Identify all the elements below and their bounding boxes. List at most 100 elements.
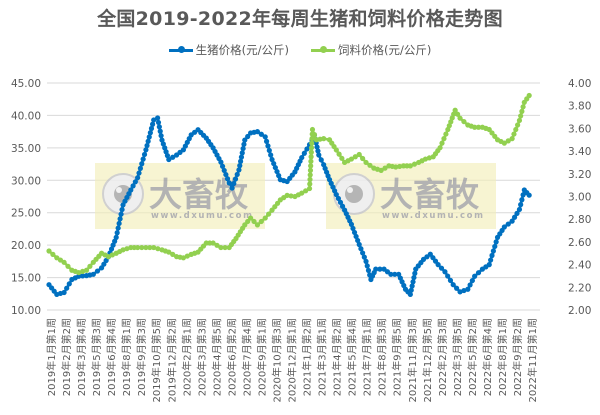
data-point: [355, 237, 361, 244]
data-point: [443, 131, 449, 137]
data-point: [519, 197, 525, 203]
data-point: [454, 111, 461, 117]
data-point: [441, 136, 447, 142]
data-point: [87, 263, 93, 269]
x-tick-label: 2022年9月第2周: [511, 318, 524, 396]
data-point: [307, 176, 313, 183]
x-tick-label: 2020年10月第3周: [270, 318, 283, 403]
data-point: [251, 218, 257, 225]
data-point: [83, 267, 90, 273]
data-point: [151, 117, 157, 123]
x-tick-label: 2020年4月第5周: [210, 318, 223, 396]
x-tick-label: 2022年8月第1周: [496, 318, 509, 396]
data-point: [382, 165, 388, 171]
data-point: [518, 113, 524, 119]
data-point: [336, 151, 342, 157]
data-point: [308, 145, 315, 151]
data-point: [135, 244, 141, 251]
data-point: [457, 115, 463, 121]
x-tick-label: 2019年2月第2周: [60, 318, 73, 396]
data-point: [155, 119, 162, 126]
x-tick-label: 2021年4月第2周: [331, 318, 344, 396]
chart-title: 全国2019-2022年每周生猪和饲料价格走势图: [97, 8, 503, 30]
legend-label: 生猪价格(元/公斤): [195, 43, 289, 57]
legend-item-feed-price[interactable]: 饲料价格(元/公斤): [311, 42, 431, 58]
data-point: [241, 141, 247, 147]
y2-tick-label: 2.00: [568, 305, 591, 317]
data-point: [308, 158, 314, 164]
data-point: [143, 147, 149, 153]
data-point: [454, 285, 460, 291]
data-point: [397, 163, 403, 170]
data-point: [94, 268, 101, 274]
data-point: [268, 152, 274, 158]
data-point: [501, 140, 507, 146]
data-point: [410, 279, 416, 285]
data-point: [108, 246, 115, 252]
legend-item-pig-price[interactable]: 生猪价格(元/公斤): [168, 42, 289, 58]
data-point: [509, 218, 515, 224]
data-point: [364, 263, 370, 269]
data-point: [119, 206, 125, 213]
data-point: [311, 132, 318, 138]
x-tick-label: 2021年8月第3周: [376, 318, 389, 396]
data-point: [237, 163, 243, 169]
data-point: [308, 149, 314, 155]
data-point: [262, 215, 268, 221]
data-point: [288, 193, 294, 199]
x-tick-label: 2021年11月第3周: [406, 318, 419, 403]
data-point: [113, 234, 119, 240]
data-point: [490, 248, 496, 254]
data-point: [314, 144, 320, 150]
data-point: [315, 148, 321, 154]
data-point: [218, 244, 224, 251]
data-point: [514, 210, 520, 216]
data-point: [465, 286, 471, 292]
data-point: [513, 126, 519, 133]
data-point: [515, 122, 521, 128]
data-point: [50, 251, 56, 257]
data-point: [155, 246, 161, 252]
data-point: [505, 138, 511, 144]
data-point: [242, 137, 248, 143]
data-point: [467, 282, 473, 288]
data-point: [516, 206, 523, 213]
data-point: [156, 124, 162, 130]
data-point: [166, 156, 172, 163]
x-tick-label: 2020年9月第1周: [255, 318, 268, 396]
y-tick-label: 25.00: [11, 208, 41, 220]
data-point: [363, 258, 369, 264]
data-point: [348, 156, 355, 162]
data-point: [411, 274, 417, 281]
data-point: [266, 211, 272, 217]
data-point: [516, 117, 523, 124]
data-point: [231, 180, 237, 187]
data-point: [437, 145, 443, 151]
legend: 生猪价格(元/公斤) 饲料价格(元/公斤): [0, 42, 600, 58]
x-tick-label: 2022年3月第5周: [451, 318, 464, 396]
y-tick-label: 30.00: [11, 175, 41, 187]
data-point: [184, 253, 190, 259]
data-point: [170, 251, 176, 257]
data-point: [333, 191, 339, 198]
data-point: [64, 285, 70, 291]
data-point: [367, 162, 373, 168]
data-point: [438, 265, 445, 271]
data-point: [145, 138, 151, 144]
x-tick-label: 2021年12月第5周: [421, 318, 434, 403]
data-point: [224, 176, 231, 182]
data-point: [170, 154, 176, 160]
data-point: [155, 115, 161, 121]
data-point: [356, 151, 362, 158]
data-point: [363, 159, 369, 166]
data-point: [393, 164, 399, 170]
y2-tick-label: 3.60: [568, 123, 591, 135]
data-point: [238, 154, 245, 160]
data-point: [149, 121, 156, 127]
data-point: [118, 211, 124, 217]
data-point: [229, 185, 235, 191]
data-point: [316, 152, 322, 158]
data-point: [147, 130, 153, 136]
x-tick-label: 2020年7月第4周: [240, 318, 253, 396]
